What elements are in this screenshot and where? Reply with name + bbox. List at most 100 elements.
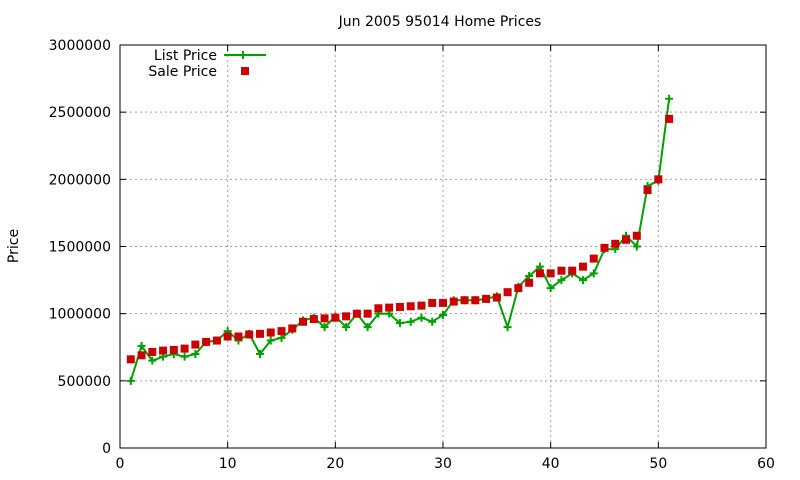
- sale-price-point: [385, 303, 394, 312]
- sale-price-point: [417, 301, 426, 310]
- list-price-point: [557, 276, 566, 285]
- y-tick-label: 2000000: [49, 172, 111, 188]
- y-tick-label: 2500000: [49, 105, 111, 121]
- sale-price-point: [277, 327, 286, 336]
- sale-price-point: [126, 355, 135, 364]
- x-tick-label: 30: [434, 456, 452, 472]
- y-axis-label: Price: [6, 229, 22, 263]
- sale-price-point: [546, 269, 555, 278]
- sale-price-point: [223, 332, 232, 341]
- grid: [120, 45, 766, 448]
- list-price-point: [266, 336, 275, 345]
- list-price-point: [137, 341, 146, 350]
- sale-price-point: [503, 288, 512, 297]
- x-tick-label: 60: [757, 456, 775, 472]
- y-tick-label: 1500000: [49, 240, 111, 256]
- x-tick-label: 0: [116, 456, 125, 472]
- sale-price-point: [299, 317, 308, 326]
- sale-price-point: [342, 312, 351, 321]
- list-price-point: [525, 272, 534, 281]
- list-price-point: [191, 349, 200, 358]
- sale-price-point: [514, 284, 523, 293]
- sale-price-point: [525, 278, 534, 287]
- list-price-point: [406, 317, 415, 326]
- sale-price-point: [169, 345, 178, 354]
- chart-title: Jun 2005 95014 Home Prices: [338, 14, 542, 30]
- sale-price-point: [568, 266, 577, 275]
- sale-price-point: [288, 324, 297, 333]
- list-price-point: [277, 333, 286, 342]
- list-price-point: [439, 311, 447, 320]
- sale-price-point: [191, 340, 200, 349]
- sale-price-point: [234, 332, 243, 341]
- sale-price-point: [159, 346, 168, 355]
- legend-marker-sale-price: [241, 67, 249, 75]
- sale-price-point: [471, 296, 480, 305]
- list-price-point: [589, 269, 598, 278]
- x-tick-label: 20: [326, 456, 344, 472]
- sale-price-point: [535, 269, 544, 278]
- sale-price-point: [137, 351, 146, 360]
- series-layer: [126, 94, 674, 385]
- sale-price-point: [255, 329, 264, 338]
- sale-price-point: [309, 315, 318, 324]
- legend: List Price Sale Price: [148, 48, 266, 80]
- list-price-point: [535, 262, 544, 271]
- list-price-point: [320, 323, 329, 332]
- legend-marker-list-price: [239, 51, 247, 59]
- sale-price-point: [202, 337, 211, 346]
- axis-ticks: 0 10 20 30 40 50 60 0 500000 1000000 1500000 200000…: [49, 38, 775, 472]
- sale-price-point: [460, 296, 469, 305]
- sale-price-point: [622, 235, 631, 244]
- x-tick-label: 50: [649, 456, 667, 472]
- list-price-point: [363, 323, 372, 332]
- list-price-point: [428, 317, 437, 326]
- y-tick-label: 1000000: [49, 307, 111, 323]
- sale-price-point: [245, 330, 254, 339]
- sale-price-point: [428, 298, 437, 307]
- list-price-point: [546, 284, 555, 293]
- list-price-point: [342, 323, 351, 332]
- x-tick-label: 10: [219, 456, 237, 472]
- sale-price-point: [611, 239, 620, 248]
- legend-label-sale-price: Sale Price: [148, 64, 217, 80]
- y-tick-label: 3000000: [49, 38, 111, 54]
- sale-price-point: [331, 313, 340, 322]
- y-tick-label: 500000: [58, 374, 111, 390]
- sale-price-point: [557, 266, 566, 275]
- sale-price-point: [600, 243, 609, 252]
- sale-price-point: [578, 262, 587, 271]
- list-price-point: [148, 356, 157, 365]
- list-price-point: [180, 352, 189, 361]
- legend-label-list-price: List Price: [154, 48, 217, 64]
- list-price-point: [395, 319, 404, 328]
- sale-price-point: [665, 114, 674, 123]
- sale-price-point: [180, 344, 189, 353]
- list-price-point: [126, 376, 135, 385]
- sale-price-point: [352, 309, 361, 318]
- series-line-list-price: [129, 98, 671, 382]
- sale-price-point: [406, 302, 415, 311]
- sale-price-point: [492, 293, 501, 302]
- sale-price-point: [266, 328, 275, 337]
- sale-price-point: [482, 294, 491, 303]
- sale-price-point: [632, 231, 641, 240]
- sale-price-point: [374, 304, 383, 313]
- sale-price-point: [148, 347, 157, 356]
- sale-price-point: [439, 298, 447, 307]
- x-tick-label: 40: [542, 456, 560, 472]
- list-price-point: [632, 242, 641, 251]
- list-price-point: [417, 313, 426, 322]
- list-price-point: [503, 323, 512, 332]
- sale-price-point: [212, 336, 221, 345]
- sale-price-point: [449, 297, 458, 306]
- sale-price-point: [643, 186, 652, 195]
- sale-price-point: [320, 314, 329, 323]
- sale-price-point: [395, 302, 404, 311]
- list-price-point: [578, 276, 587, 285]
- sale-price-point: [654, 175, 663, 184]
- list-price-point: [255, 349, 264, 358]
- y-tick-label: 0: [102, 441, 111, 457]
- sale-price-point: [589, 254, 598, 263]
